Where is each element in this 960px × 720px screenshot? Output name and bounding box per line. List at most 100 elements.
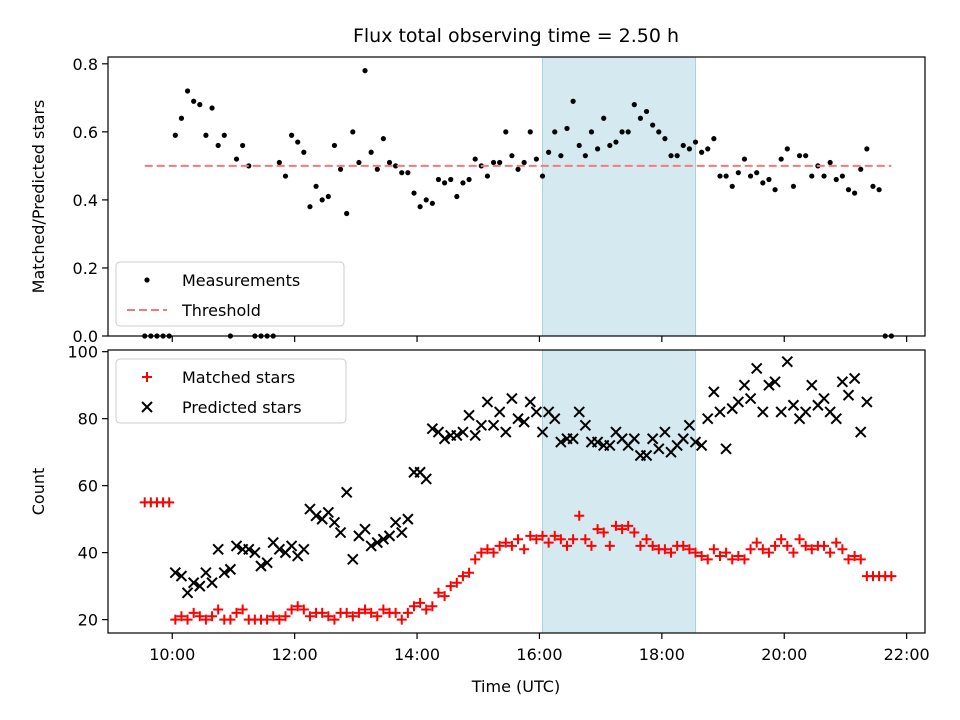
legend: Measurements Threshold: [115, 261, 345, 327]
plot-frame: [107, 56, 926, 337]
legend-label: Threshold: [181, 301, 261, 320]
data-point: [555, 436, 567, 448]
data-point: [515, 166, 521, 172]
data-point: [329, 614, 340, 625]
data-point: [781, 356, 794, 368]
data-point: [714, 406, 726, 418]
data-point: [555, 534, 566, 545]
x-tick-label: 14:00: [394, 645, 440, 664]
y-tick-label: 0.8: [73, 55, 98, 74]
data-point: [188, 607, 199, 618]
data-point: [692, 139, 699, 145]
data-point: [433, 587, 444, 598]
y-axis-title: Matched/Predicted stars: [29, 100, 48, 294]
data-point: [533, 156, 539, 162]
data-point: [738, 379, 751, 391]
data-point: [744, 392, 757, 405]
data-point: [463, 409, 475, 422]
data-point: [445, 581, 456, 592]
data-point: [610, 520, 621, 531]
data-point: [775, 406, 787, 418]
data-point: [582, 153, 588, 159]
data-point: [741, 156, 748, 162]
data-point: [842, 389, 855, 401]
data-point: [172, 132, 178, 138]
data-point: [721, 547, 732, 558]
data-point: [776, 534, 787, 545]
data-point: [800, 540, 811, 551]
data-point: [175, 570, 188, 582]
data-point: [472, 156, 478, 162]
data-point: [628, 433, 641, 445]
data-point: [475, 419, 488, 432]
data-point: [806, 544, 817, 555]
data-point: [845, 187, 852, 193]
data-point: [215, 142, 221, 149]
data-point: [770, 540, 781, 551]
data-point: [493, 406, 506, 418]
data-point: [191, 98, 197, 104]
data-point: [503, 129, 509, 135]
data-point: [836, 376, 849, 388]
data-point: [448, 176, 454, 183]
data-point: [383, 530, 396, 542]
data-point: [637, 115, 644, 121]
data-point: [390, 607, 401, 618]
data-point: [286, 604, 297, 615]
data-point: [282, 173, 289, 179]
data-point: [451, 429, 463, 442]
data-point: [292, 601, 303, 612]
data-point: [739, 554, 750, 565]
legend-label: Predicted stars: [182, 398, 302, 417]
data-point: [564, 125, 570, 132]
data-point: [331, 142, 338, 149]
data-point: [747, 173, 754, 179]
data-point: [362, 68, 368, 74]
x-tick-label: 12:00: [272, 645, 318, 664]
data-point: [224, 563, 237, 576]
data-point: [843, 554, 854, 565]
data-point: [230, 540, 243, 552]
data-point: [546, 149, 552, 155]
data-point: [187, 577, 200, 589]
legend-marker: [142, 372, 152, 382]
data-point: [322, 506, 335, 519]
data-point: [708, 386, 720, 398]
data-point: [580, 534, 591, 545]
data-point: [372, 611, 383, 622]
data-point: [668, 153, 674, 159]
y-tick-label: 40: [78, 544, 98, 563]
data-point: [588, 129, 595, 135]
data-point: [500, 426, 512, 438]
data-point: [421, 604, 432, 615]
data-point: [848, 372, 861, 385]
data-point: [509, 153, 515, 159]
legend-box: [115, 358, 347, 424]
x-tick-label: 20:00: [761, 645, 807, 664]
data-point: [573, 406, 585, 418]
data-point: [831, 537, 842, 548]
data-point: [482, 544, 493, 555]
data-point: [169, 567, 182, 579]
data-point: [699, 149, 705, 155]
data-point: [295, 139, 301, 145]
data-point: [164, 497, 175, 508]
data-point: [549, 530, 560, 541]
data-point: [723, 173, 729, 179]
data-point: [221, 132, 227, 138]
data-point: [341, 607, 352, 618]
data-point: [246, 163, 252, 169]
data-point: [754, 170, 760, 176]
legend-label: Measurements: [182, 271, 300, 290]
data-point: [825, 547, 836, 558]
data-point: [778, 156, 784, 162]
data-point: [656, 129, 662, 135]
data-point: [717, 173, 723, 179]
highlight-span: [542, 56, 697, 337]
data-point: [613, 139, 619, 145]
data-point: [396, 526, 408, 539]
data-point: [837, 544, 848, 555]
data-point: [769, 376, 781, 388]
data-point: [678, 540, 689, 551]
